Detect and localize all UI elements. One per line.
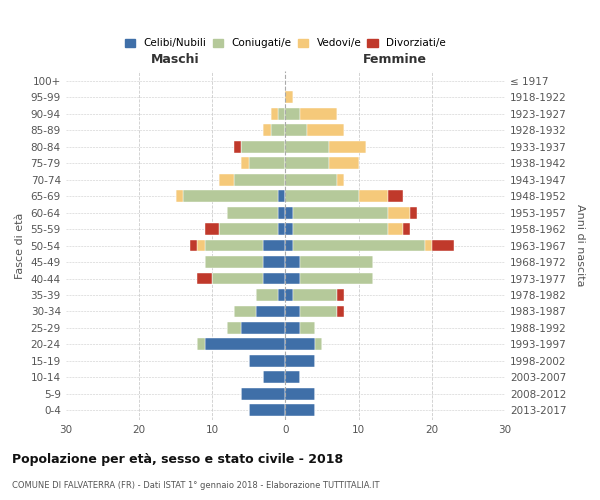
Bar bbox=[286, 355, 314, 367]
Bar bbox=[286, 158, 329, 169]
Text: Popolazione per età, sesso e stato civile - 2018: Popolazione per età, sesso e stato civil… bbox=[12, 452, 343, 466]
Bar bbox=[249, 355, 286, 367]
Bar bbox=[278, 206, 286, 218]
Bar bbox=[286, 404, 314, 416]
Bar bbox=[337, 289, 344, 301]
Bar bbox=[286, 289, 293, 301]
Bar bbox=[197, 240, 205, 252]
Bar bbox=[286, 240, 293, 252]
Bar bbox=[197, 338, 205, 350]
Bar bbox=[286, 124, 307, 136]
Bar bbox=[227, 322, 241, 334]
Bar bbox=[293, 240, 425, 252]
Bar bbox=[286, 206, 293, 218]
Bar bbox=[300, 272, 373, 284]
Bar bbox=[286, 272, 300, 284]
Bar bbox=[286, 141, 329, 152]
Bar bbox=[329, 141, 366, 152]
Bar bbox=[286, 388, 314, 400]
Bar bbox=[278, 223, 286, 235]
Bar bbox=[241, 158, 249, 169]
Bar bbox=[286, 108, 300, 120]
Bar bbox=[388, 190, 403, 202]
Bar bbox=[205, 240, 263, 252]
Bar bbox=[278, 190, 286, 202]
Legend: Celibi/Nubili, Coniugati/e, Vedovi/e, Divorziati/e: Celibi/Nubili, Coniugati/e, Vedovi/e, Di… bbox=[121, 34, 450, 52]
Bar bbox=[410, 206, 417, 218]
Text: Femmine: Femmine bbox=[363, 53, 427, 66]
Bar bbox=[256, 289, 278, 301]
Bar bbox=[263, 372, 286, 383]
Bar bbox=[220, 174, 234, 186]
Bar bbox=[286, 306, 300, 318]
Bar bbox=[293, 289, 337, 301]
Bar bbox=[183, 190, 278, 202]
Bar bbox=[329, 158, 359, 169]
Bar bbox=[300, 306, 337, 318]
Bar bbox=[293, 206, 388, 218]
Bar bbox=[286, 190, 359, 202]
Bar bbox=[205, 223, 220, 235]
Bar bbox=[286, 322, 300, 334]
Bar bbox=[286, 372, 300, 383]
Bar bbox=[205, 338, 286, 350]
Bar bbox=[388, 206, 410, 218]
Bar bbox=[314, 338, 322, 350]
Bar bbox=[234, 174, 286, 186]
Bar bbox=[205, 256, 263, 268]
Bar bbox=[220, 223, 278, 235]
Bar bbox=[300, 256, 373, 268]
Bar bbox=[263, 240, 286, 252]
Bar bbox=[234, 306, 256, 318]
Bar bbox=[263, 124, 271, 136]
Bar bbox=[271, 124, 286, 136]
Text: COMUNE DI FALVATERRA (FR) - Dati ISTAT 1° gennaio 2018 - Elaborazione TUTTITALIA: COMUNE DI FALVATERRA (FR) - Dati ISTAT 1… bbox=[12, 480, 380, 490]
Bar bbox=[176, 190, 183, 202]
Bar bbox=[286, 174, 337, 186]
Bar bbox=[307, 124, 344, 136]
Bar bbox=[278, 289, 286, 301]
Bar bbox=[300, 108, 337, 120]
Bar bbox=[286, 256, 300, 268]
Bar bbox=[241, 141, 286, 152]
Bar bbox=[293, 223, 388, 235]
Bar bbox=[286, 223, 293, 235]
Bar bbox=[286, 92, 293, 104]
Bar bbox=[337, 174, 344, 186]
Bar bbox=[212, 272, 263, 284]
Bar bbox=[263, 272, 286, 284]
Bar bbox=[263, 256, 286, 268]
Y-axis label: Anni di nascita: Anni di nascita bbox=[575, 204, 585, 287]
Bar bbox=[337, 306, 344, 318]
Text: Maschi: Maschi bbox=[151, 53, 200, 66]
Bar bbox=[256, 306, 286, 318]
Bar bbox=[359, 190, 388, 202]
Bar bbox=[249, 404, 286, 416]
Bar bbox=[241, 322, 286, 334]
Y-axis label: Fasce di età: Fasce di età bbox=[15, 212, 25, 279]
Bar bbox=[278, 108, 286, 120]
Bar bbox=[388, 223, 403, 235]
Bar bbox=[286, 338, 314, 350]
Bar bbox=[241, 388, 286, 400]
Bar bbox=[271, 108, 278, 120]
Bar bbox=[227, 206, 278, 218]
Bar bbox=[432, 240, 454, 252]
Bar bbox=[249, 158, 286, 169]
Bar bbox=[300, 322, 314, 334]
Bar bbox=[234, 141, 241, 152]
Bar bbox=[190, 240, 197, 252]
Bar bbox=[197, 272, 212, 284]
Bar bbox=[403, 223, 410, 235]
Bar bbox=[425, 240, 432, 252]
